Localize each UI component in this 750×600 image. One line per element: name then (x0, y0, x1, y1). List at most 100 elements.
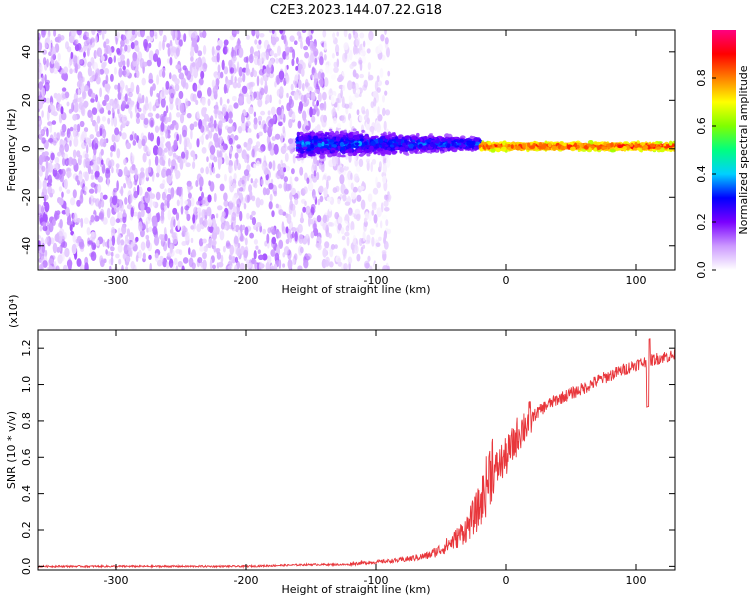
heatmap-cell (286, 92, 289, 98)
heatmap-cell (140, 208, 145, 218)
heatmap-cell (285, 226, 289, 234)
heatmap-cell (101, 116, 107, 122)
heatmap-cell (110, 196, 113, 203)
heatmap-cell (239, 232, 244, 242)
heatmap-cell (173, 139, 178, 150)
heatmap-cell (375, 223, 379, 228)
heatmap-cell (106, 88, 110, 94)
heatmap-cell (41, 205, 44, 216)
heatmap-cell (228, 252, 233, 263)
heatmap-cell (275, 133, 281, 140)
heatmap-cell (255, 245, 259, 250)
heatmap-cell (109, 265, 112, 270)
heatmap-cell (90, 98, 95, 103)
heatmap-cell (305, 141, 311, 145)
heatmap-cell (371, 205, 377, 211)
heatmap-cell (120, 39, 125, 47)
heatmap-cell (119, 199, 123, 209)
heatmap-cell (225, 79, 231, 89)
heatmap-cell (248, 184, 253, 193)
heatmap-cell (238, 66, 243, 77)
heatmap-cell (349, 49, 353, 61)
heatmap-cell (166, 58, 170, 64)
heatmap-cell (237, 77, 243, 83)
heatmap-cell (80, 217, 84, 228)
heatmap-cell (46, 221, 50, 227)
heatmap-cell (373, 97, 377, 107)
heatmap-cell (323, 40, 327, 51)
heatmap-cell (285, 41, 288, 47)
heatmap-cell (384, 37, 389, 45)
heatmap-cell (105, 157, 111, 167)
heatmap-cell (321, 141, 325, 147)
heatmap-cell (318, 137, 322, 142)
heatmap-cell (330, 94, 336, 105)
heatmap-cell (90, 231, 95, 238)
heatmap-cell (91, 92, 96, 99)
heatmap-cell (258, 254, 264, 260)
heatmap-cell (182, 81, 186, 89)
heatmap-cell (137, 139, 143, 149)
heatmap-cell (289, 192, 293, 201)
heatmap-cell (185, 151, 189, 160)
heatmap-cell (215, 213, 219, 219)
heatmap-cell (301, 30, 307, 34)
heatmap-cell (234, 152, 239, 159)
heatmap-cell (91, 242, 97, 251)
heatmap-cell (367, 62, 372, 71)
heatmap-cell (110, 145, 115, 152)
heatmap-cell (251, 30, 256, 37)
heatmap-cell (266, 44, 271, 53)
heatmap-cell (210, 123, 215, 133)
heatmap-cell (359, 49, 366, 57)
heatmap-cell (91, 70, 95, 81)
heatmap-cell (447, 140, 452, 144)
heatmap-cell (136, 70, 140, 79)
heatmap-cell (327, 153, 333, 158)
heatmap-cell (104, 30, 107, 35)
heatmap-cell (320, 72, 325, 79)
heatmap-cell (134, 173, 138, 180)
heatmap-cell (74, 39, 79, 45)
heatmap-cell (273, 143, 279, 155)
heatmap-cell (385, 157, 391, 168)
heatmap-cell (325, 64, 330, 74)
heatmap-cell (61, 130, 64, 136)
heatmap-cell (340, 154, 346, 158)
heatmap-cell (262, 253, 268, 261)
heatmap-cell (140, 241, 146, 251)
heatmap-cell (284, 73, 290, 83)
heatmap-cell (138, 186, 143, 196)
heatmap-cell (220, 71, 224, 79)
heatmap-cell (121, 70, 127, 76)
heatmap-cell (178, 90, 184, 100)
heatmap-cell (288, 138, 294, 145)
heatmap-cell (124, 44, 128, 52)
heatmap-cell (372, 105, 377, 114)
heatmap-cell (165, 141, 171, 149)
heatmap-cell (251, 195, 256, 202)
heatmap-cell (311, 67, 315, 76)
heatmap-cell (425, 139, 431, 143)
heatmap-cell (141, 138, 146, 147)
heatmap-cell (298, 101, 303, 112)
heatmap-cell (196, 110, 200, 119)
heatmap-cell (105, 102, 112, 111)
heatmap-cell (97, 183, 102, 193)
heatmap-cell (362, 84, 368, 91)
heatmap-cell (298, 79, 302, 90)
heatmap-cell (71, 243, 77, 255)
heatmap-cell (170, 187, 175, 198)
heatmap-cell (208, 162, 212, 169)
heatmap-cell (342, 194, 347, 202)
heatmap-cell (321, 179, 327, 188)
heatmap-cell (316, 215, 322, 223)
heatmap-cell (301, 83, 305, 92)
heatmap-cell (218, 136, 224, 145)
heatmap-cell (337, 216, 343, 224)
heatmap-cell (96, 156, 101, 165)
heatmap-cell (49, 192, 53, 198)
heatmap-cell (361, 106, 366, 114)
heatmap-cell (89, 134, 95, 140)
heatmap-cell (340, 146, 346, 151)
